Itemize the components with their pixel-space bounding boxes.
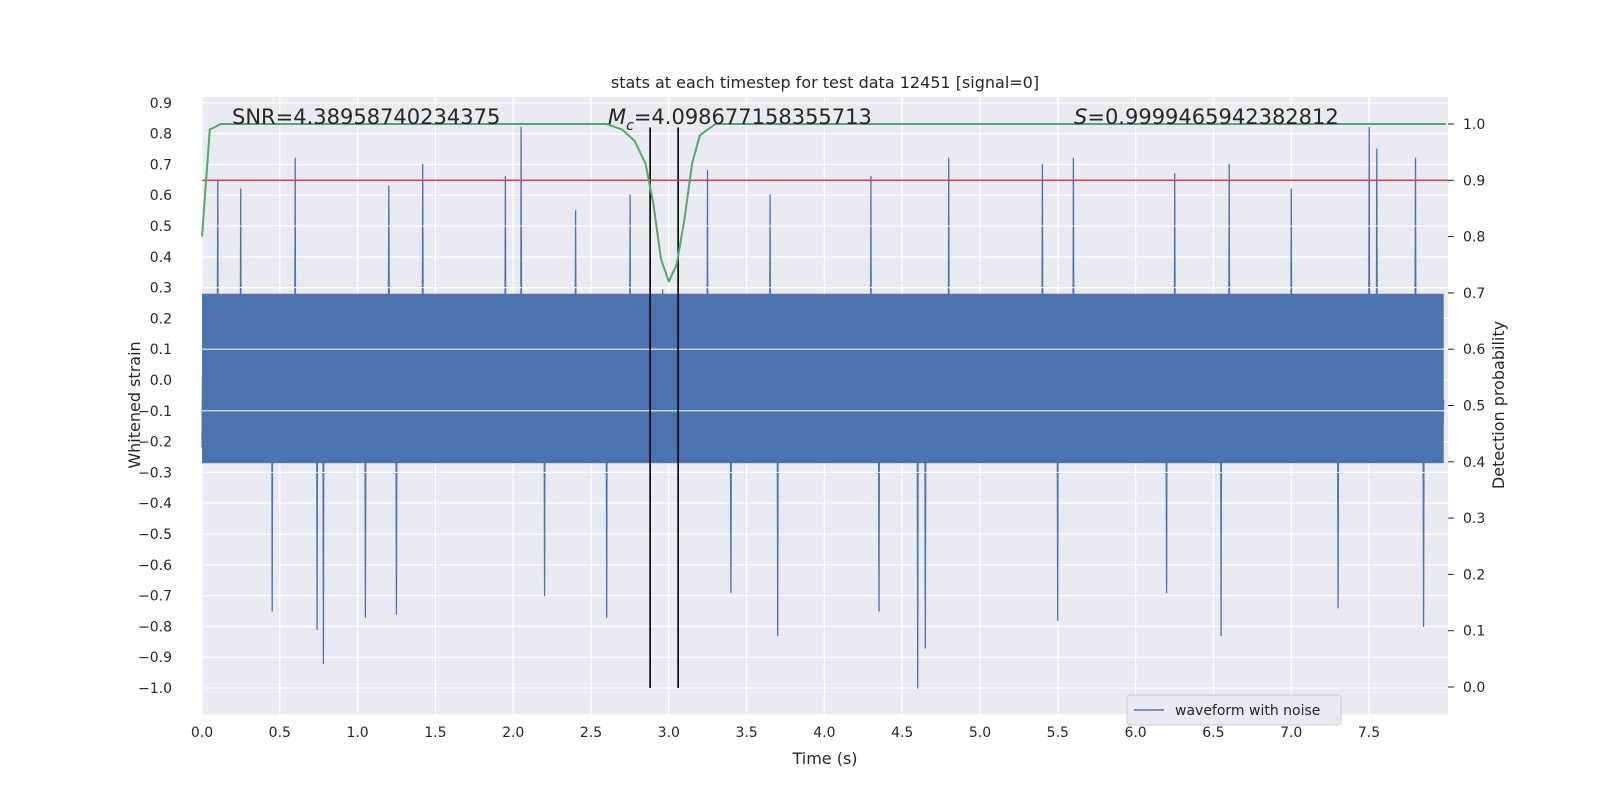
waveform-core (202, 293, 1444, 464)
vertical-markers (649, 127, 679, 688)
probability-overlay (201, 123, 1448, 283)
y-tick-label: −0.5 (138, 527, 172, 543)
x-tick-label: 5.5 (1047, 725, 1069, 741)
y2-tick-label: 0.0 (1463, 680, 1485, 696)
x-tick-label: 5.0 (969, 725, 991, 741)
y2-tick-label: 0.5 (1463, 399, 1485, 415)
x-tick-label: 1.5 (424, 725, 446, 741)
y2-tick-label: 0.4 (1463, 455, 1485, 471)
x-axis-label: Time (s) (791, 749, 857, 768)
y-tick-label: 0.8 (150, 127, 172, 143)
y2-tick-label: 1.0 (1463, 117, 1485, 133)
y-tick-label: −0.7 (138, 589, 172, 605)
y-tick-label: −0.9 (138, 650, 172, 666)
x-tick-label: 4.5 (891, 725, 913, 741)
y2-tick-label: 0.2 (1463, 567, 1485, 583)
y2-tick-label: 0.7 (1463, 286, 1485, 302)
y-tick-label: −0.2 (138, 435, 172, 451)
y-tick-label: 0.1 (150, 342, 172, 358)
x-tick-label: 6.5 (1202, 725, 1224, 741)
y-tick-label: 0.9 (150, 96, 172, 112)
x-tick-label: 3.5 (735, 725, 757, 741)
y2-tick-label: 0.6 (1463, 342, 1485, 358)
legend-box (1126, 694, 1342, 726)
y-tick-label: −0.3 (138, 465, 172, 481)
chirp-mass-value: =4.098677158355713 (634, 105, 872, 129)
legend-label: waveform with noise (1175, 703, 1320, 719)
y-tick-label: 0.3 (150, 281, 172, 297)
chirp-mass-annotation: Mc=4.098677158355713 (608, 105, 872, 134)
x-tick-label: 2.0 (502, 725, 524, 741)
x-tick-label: 7.0 (1280, 725, 1302, 741)
y-tick-label: −0.8 (138, 619, 172, 635)
chirp-mass-symbol: M (608, 105, 626, 129)
s-symbol: S (1074, 105, 1087, 129)
waveform-series (201, 126, 1448, 689)
y-tick-label: −0.4 (138, 496, 172, 512)
probability-line (201, 123, 1446, 283)
s-annotation: S=0.9999465942382812 (1074, 105, 1339, 129)
y-tick-label: 0.7 (150, 157, 172, 173)
snr-annotation: SNR=4.38958740234375 (232, 105, 500, 129)
y2-axis-label: Detection probability (1489, 321, 1508, 489)
y-tick-label: −0.1 (138, 404, 172, 420)
chirp-mass-subscript: c (626, 118, 634, 134)
x-tick-label: 1.0 (346, 725, 368, 741)
s-value: =0.9999465942382812 (1087, 105, 1338, 129)
x-tick-label: 3.0 (658, 725, 680, 741)
x-tick-label: 4.0 (813, 725, 835, 741)
y-tick-label: 0.5 (150, 219, 172, 235)
x-tick-label: 7.5 (1358, 725, 1380, 741)
y2-tick-label: 0.3 (1463, 511, 1485, 527)
y2-tick-label: 0.8 (1463, 230, 1485, 246)
y-tick-label: −0.6 (138, 558, 172, 574)
y2-tick-label: 0.9 (1463, 173, 1485, 189)
x-tick-label: 6.0 (1124, 725, 1146, 741)
y-tick-label: 0.6 (150, 188, 172, 204)
x-tick-label: 2.5 (580, 725, 602, 741)
y-tick-label: 0.2 (150, 311, 172, 327)
y-axis-label: Whitened strain (125, 341, 144, 468)
chart-title: stats at each timestep for test data 124… (611, 73, 1039, 92)
y2-tick-label: 0.1 (1463, 624, 1485, 640)
x-tick-label: 0.5 (269, 725, 291, 741)
x-tick-label: 0.0 (191, 725, 213, 741)
y-tick-label: 0.0 (150, 373, 172, 389)
y-tick-label: −1.0 (138, 681, 172, 697)
y-tick-label: 0.4 (150, 250, 172, 266)
tick-labels: 0.0 0.5 1.0 1.5 2.0 2.5 3.0 3.5 4.0 4.5 5.0 5.5 6.0 6… (138, 96, 1485, 741)
legend: waveform with noise (1126, 694, 1342, 726)
